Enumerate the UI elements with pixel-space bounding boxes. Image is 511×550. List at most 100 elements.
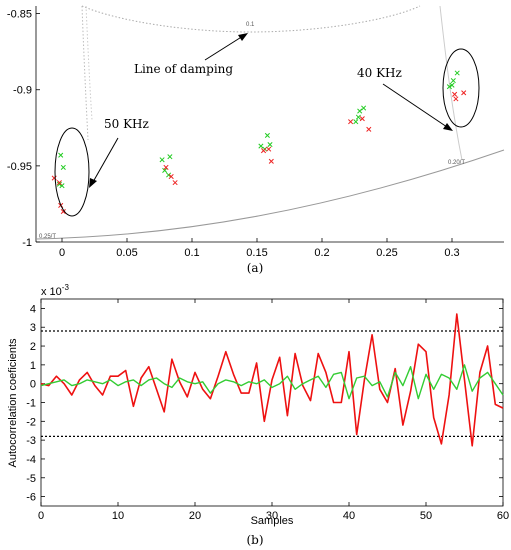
curve-0-20: [439, 5, 463, 161]
panel-b-plot-frame: [40, 298, 504, 507]
a-point-s1: [452, 91, 458, 97]
b-y-tick-label: 3: [30, 322, 36, 334]
a-point-s0: [355, 114, 361, 120]
b-y-tick-label: -5: [26, 473, 36, 485]
b-y-tick-label: -2: [26, 416, 36, 428]
a-point-s0: [167, 154, 173, 160]
ellipse-50khz: [54, 127, 90, 217]
b-x-tick-label: 50: [420, 510, 432, 522]
b-y-tick-label: 0: [30, 379, 36, 391]
a-point-s1: [266, 146, 272, 152]
a-y-tick-label: -0.95: [7, 161, 32, 173]
a-point-s1: [268, 158, 274, 164]
panel-a: 0 0.05 0.1 0.15 0.2 0.25 0.3 -0.85 -0.9 -0.95 -1 0…: [7, 5, 505, 275]
b-y-tick-label: -3: [26, 435, 36, 447]
confidence-bounds: [41, 330, 503, 437]
y-multiplier: x 10-3: [41, 283, 69, 298]
panel-b-caption: (b): [246, 533, 263, 547]
a-point-s1: [453, 96, 459, 102]
curve-0-1: [81, 5, 421, 33]
a-point-s0: [60, 164, 66, 170]
a-point-s0: [454, 70, 460, 76]
b-x-tick-label: 10: [112, 510, 124, 522]
annotation-50khz: 50 KHz: [104, 117, 149, 131]
a-point-s1: [348, 119, 354, 125]
curve-vertical-dotted-2: [85, 5, 93, 121]
panel-b-x-label: Samples: [251, 515, 294, 527]
a-point-s0: [56, 181, 62, 187]
a-point-s0: [258, 143, 264, 149]
a-x-tick-label: 0.3: [444, 247, 459, 259]
curve-label-0-25: 0.25/T: [39, 234, 56, 240]
b-x-tick-label: 0: [38, 510, 44, 522]
a-point-s0: [267, 142, 273, 148]
b-y-tick-label: 1: [30, 360, 36, 372]
a-point-s0: [353, 119, 359, 125]
b-y-tick-label: -4: [26, 454, 36, 466]
damping-arrow: [204, 35, 244, 61]
a-y-tick-label: -0.9: [13, 85, 32, 97]
a-point-s0: [166, 172, 172, 178]
b-y-tick-label: 4: [30, 303, 36, 315]
b-x-tick-label: 30: [266, 510, 278, 522]
panel-b-y-label: Autocorrelation coeficients: [7, 338, 19, 468]
y-multiplier-base: x 10: [41, 286, 62, 298]
a-point-s0: [264, 132, 270, 138]
b-x-tick-label: 40: [343, 510, 355, 522]
damping-curves: [35, 5, 505, 240]
panel-a-points: [51, 70, 467, 215]
a-point-s1: [163, 164, 169, 170]
damping-arrowhead: [238, 33, 248, 41]
a-point-s0: [449, 82, 455, 88]
a-x-tick-label: 0.2: [314, 247, 329, 259]
a-point-s1: [168, 173, 174, 180]
y-multiplier-exp: -3: [62, 283, 70, 292]
khz40-arrowhead: [443, 123, 453, 131]
a-y-tick-label: -1: [22, 237, 32, 249]
a-point-s0: [450, 78, 456, 84]
panel-b-series: [40, 313, 504, 447]
curve-label-0-1: 0.1: [246, 22, 255, 28]
a-point-s0: [58, 152, 64, 158]
a-point-s0: [159, 157, 165, 163]
a-point-s0: [361, 105, 367, 111]
a-point-s1: [60, 208, 66, 215]
panel-a-ticks: 0 0.05 0.1 0.15 0.2 0.25 0.3 -0.85 -0.9 -0.95 -1: [7, 9, 460, 259]
khz40-arrow: [382, 83, 448, 128]
a-point-s1: [461, 90, 467, 96]
a-point-s1: [172, 180, 178, 186]
a-x-tick-label: 0.1: [184, 247, 199, 259]
a-point-s0: [162, 167, 168, 173]
a-point-s1: [260, 148, 267, 154]
b-y-tick-label: 2: [30, 341, 36, 353]
b-y-tick-label: -1: [26, 398, 36, 410]
curve-0-25: [35, 149, 505, 240]
a-x-tick-label: 0.15: [246, 247, 267, 259]
khz50-arrowhead: [89, 178, 97, 188]
b-series-line-0: [40, 313, 504, 447]
a-x-tick-label: 0.25: [376, 247, 397, 259]
a-point-s1: [359, 116, 365, 122]
a-point-s1: [366, 126, 372, 132]
annotation-line-of-damping: Line of damping: [134, 62, 233, 76]
a-point-s1: [56, 180, 62, 186]
b-x-tick-label: 60: [497, 510, 509, 522]
a-point-s0: [357, 108, 363, 114]
b-x-tick-label: 20: [189, 510, 201, 522]
b-y-tick-label: -6: [26, 492, 36, 504]
a-point-s0: [446, 84, 452, 90]
a-point-s1: [51, 175, 57, 181]
a-x-tick-label: 0: [59, 247, 65, 259]
panel-a-caption: (a): [247, 261, 264, 275]
b-series-line-1: [40, 364, 504, 400]
ellipse-40khz: [442, 48, 480, 128]
annotation-40khz: 40 KHz: [357, 66, 402, 80]
curve-vertical-dotted: [81, 5, 89, 141]
khz50-arrow: [92, 137, 119, 183]
curve-label-0-20: 0.20/T: [448, 160, 465, 166]
a-x-tick-label: 0.05: [116, 247, 137, 259]
a-y-tick-label: -0.85: [7, 9, 32, 21]
